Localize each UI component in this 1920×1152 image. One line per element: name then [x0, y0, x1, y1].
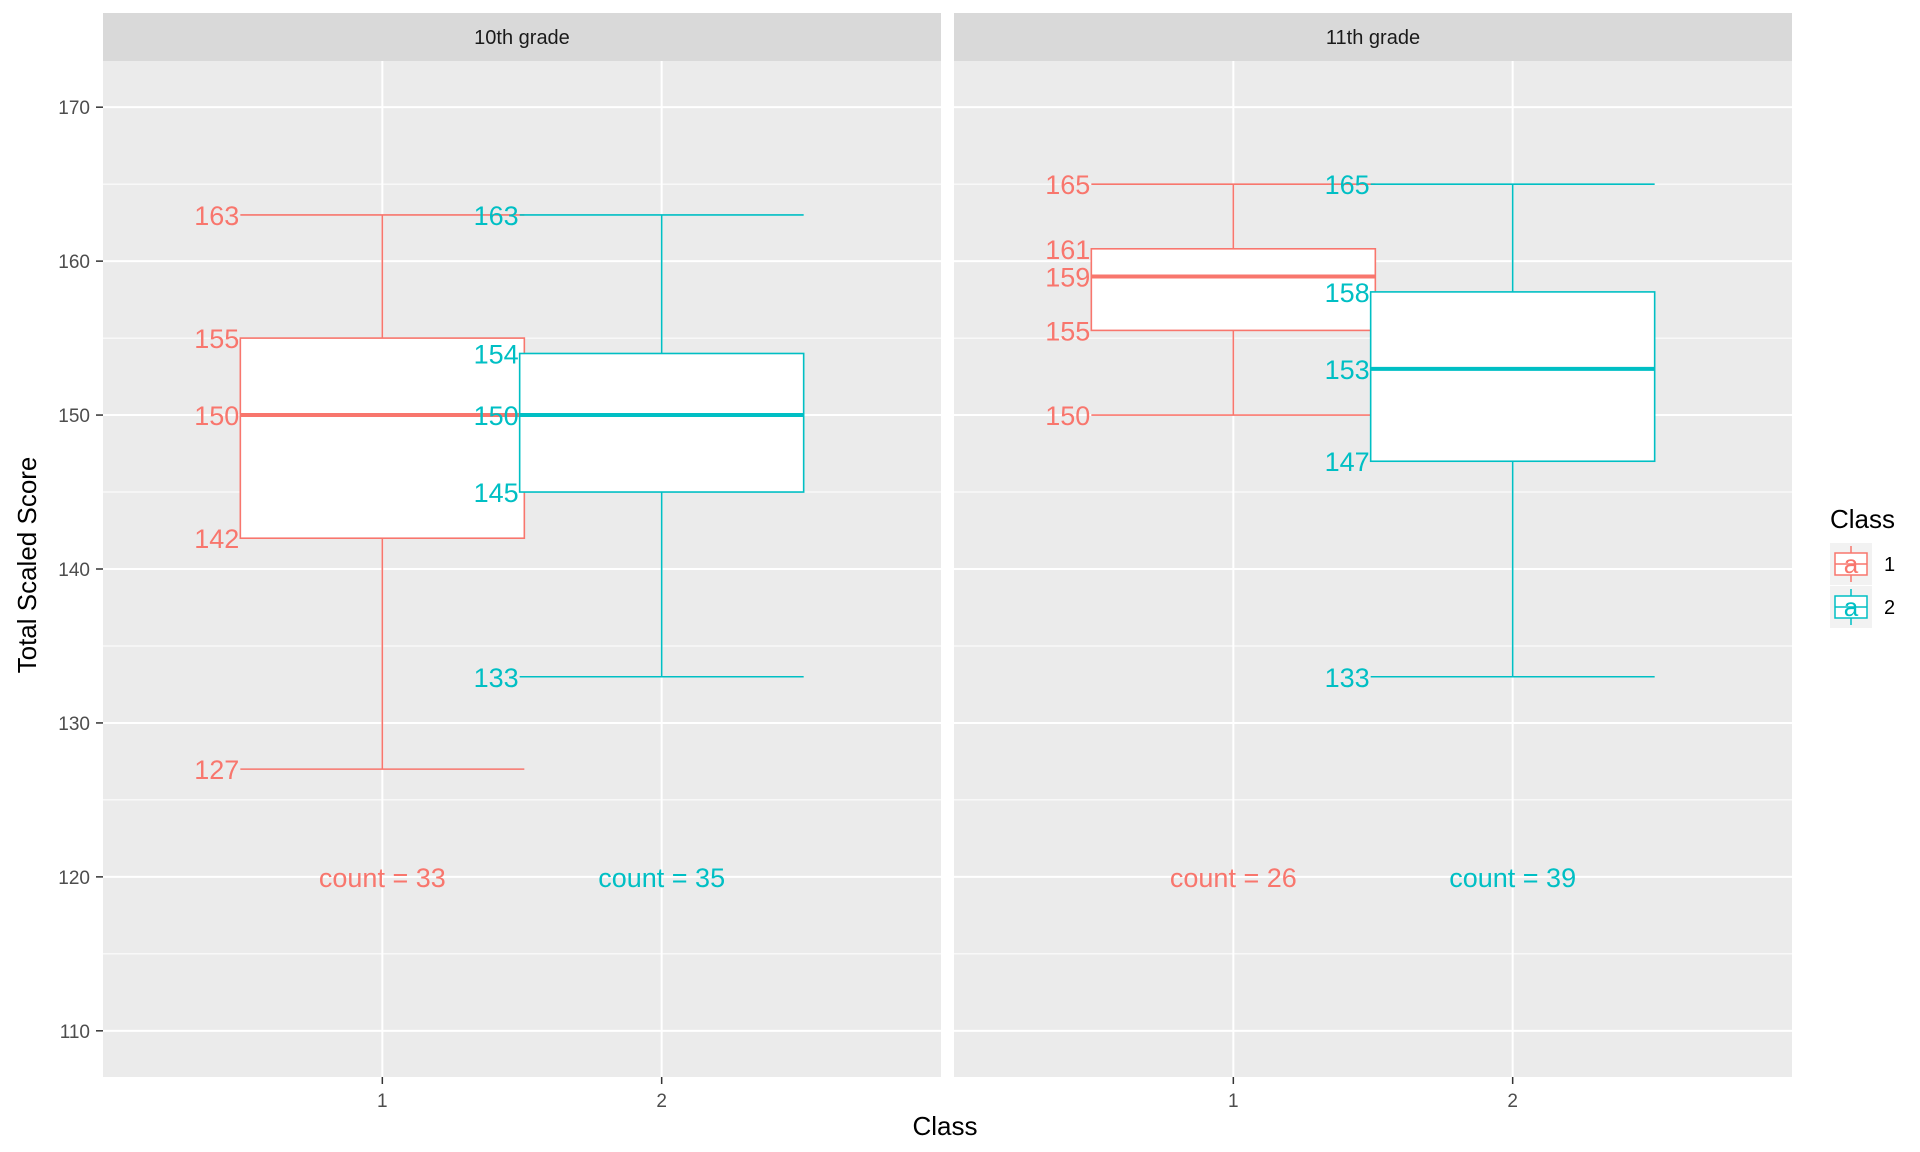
- legend-title: Class: [1830, 504, 1895, 534]
- value-label-min: 150: [1045, 401, 1090, 431]
- value-label-max: 165: [1325, 170, 1370, 200]
- iqr-box: [239, 337, 526, 540]
- box-class-2: 133 145 150 154 163 count = 35: [474, 201, 805, 893]
- y-tick-label: 110: [60, 1022, 90, 1043]
- value-label-q3: 154: [474, 339, 519, 369]
- value-label-min: 133: [474, 663, 519, 693]
- x-tick-label: 2: [656, 1091, 667, 1112]
- y-tick-label: 120: [58, 868, 90, 889]
- y-axis-title: Total Scaled Score: [12, 457, 42, 674]
- y-tick-label: 160: [58, 252, 90, 273]
- panels-layer: 10th grade 127 142 150 155 163 count = 33 133 14…: [103, 13, 1792, 1112]
- value-label-median: 150: [194, 401, 239, 431]
- value-label-q1: 155: [1045, 316, 1090, 346]
- box-class-1: 127 142 150 155 163 count = 33: [194, 201, 526, 893]
- y-tick-label: 130: [58, 714, 90, 735]
- iqr-box: [518, 352, 805, 493]
- panel-1: 10th grade 127 142 150 155 163 count = 33 133 14…: [103, 13, 941, 1112]
- y-tick-label: 170: [58, 98, 90, 119]
- value-label-min: 127: [194, 755, 239, 785]
- value-label-median: 150: [474, 401, 519, 431]
- x-tick-label: 1: [377, 1091, 388, 1112]
- legend-key-glyph: a: [1844, 549, 1859, 579]
- value-label-q3: 155: [194, 324, 239, 354]
- x-axis-title: Class: [912, 1111, 977, 1141]
- count-label: count = 33: [319, 863, 446, 893]
- legend-key-glyph: a: [1844, 592, 1859, 622]
- x-tick-label: 2: [1507, 1091, 1518, 1112]
- value-label-median: 153: [1325, 355, 1370, 385]
- count-label: count = 26: [1170, 863, 1297, 893]
- facet-strip: [103, 13, 941, 61]
- value-label-max: 163: [194, 201, 239, 231]
- legend-label: 1: [1884, 554, 1895, 576]
- iqr-box: [1090, 248, 1377, 332]
- facet-strip-label: 10th grade: [474, 27, 570, 49]
- value-label-median: 159: [1045, 263, 1090, 293]
- count-label: count = 39: [1449, 863, 1576, 893]
- value-label-max: 165: [1045, 170, 1090, 200]
- box-class-2: 133 147 153 158 165 count = 39: [1325, 170, 1656, 893]
- value-label-min: 133: [1325, 663, 1370, 693]
- value-label-q1: 142: [194, 524, 239, 554]
- facet-strip: [954, 13, 1792, 61]
- value-label-q1: 145: [474, 478, 519, 508]
- value-label-q3: 158: [1325, 278, 1370, 308]
- value-label-q3: 161: [1045, 235, 1090, 265]
- y-axis: 110 120 130 140 150 160 170: [58, 98, 103, 1043]
- y-tick-label: 150: [58, 406, 90, 427]
- value-label-max: 163: [474, 201, 519, 231]
- count-label: count = 35: [598, 863, 725, 893]
- y-tick-label: 140: [58, 560, 90, 581]
- legend-label: 2: [1884, 597, 1895, 619]
- value-label-q1: 147: [1325, 447, 1370, 477]
- facet-strip-label: 11th grade: [1326, 27, 1420, 49]
- x-tick-label: 1: [1228, 1091, 1239, 1112]
- iqr-box: [1369, 291, 1656, 463]
